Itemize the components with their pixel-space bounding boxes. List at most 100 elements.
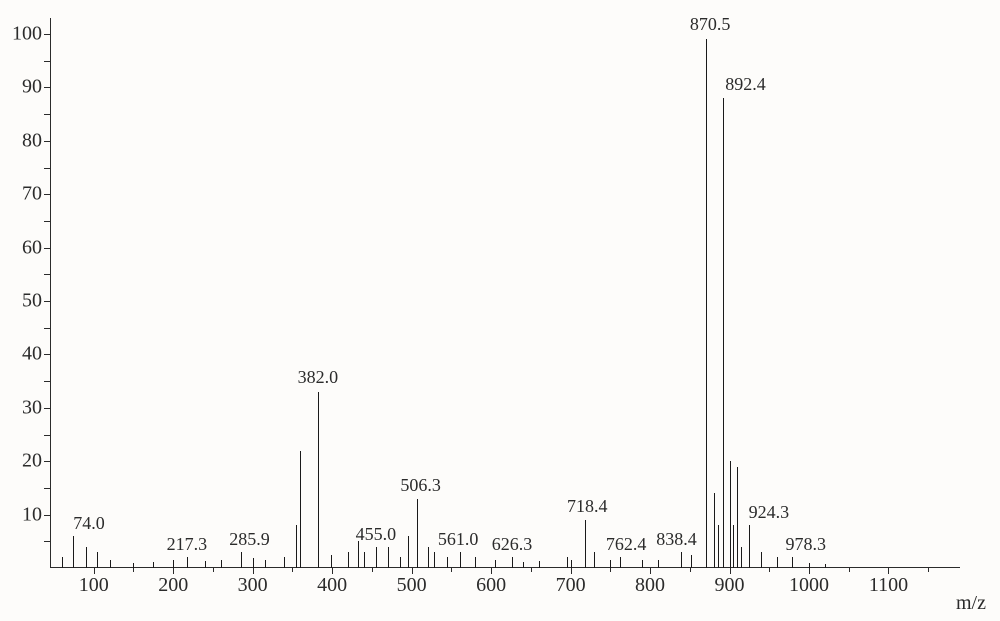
y-tick-label: 10 (22, 503, 50, 526)
peak (718, 525, 719, 568)
peak (741, 547, 742, 568)
peak-label: 978.3 (785, 534, 826, 555)
peak (428, 547, 429, 568)
x-minor-tick (451, 568, 452, 572)
peak-label: 870.5 (690, 14, 731, 35)
peak (523, 562, 524, 568)
peak-label: 718.4 (567, 496, 608, 517)
peak (265, 560, 266, 568)
peak-label: 838.4 (656, 529, 697, 550)
peak-label: 626.3 (492, 534, 533, 555)
peak (749, 525, 750, 568)
peak (153, 562, 154, 568)
peak (539, 561, 540, 568)
peak-label: 74.0 (73, 513, 105, 534)
y-tick-label: 100 (12, 23, 50, 46)
peak (594, 552, 595, 568)
x-tick-label: 100 (79, 568, 109, 597)
y-tick (44, 61, 50, 62)
x-minor-tick (133, 568, 134, 572)
peak (585, 520, 586, 568)
peak (809, 563, 810, 568)
peak-label: 892.4 (725, 74, 766, 95)
peak-label: 217.3 (167, 534, 208, 555)
peak (364, 552, 365, 568)
peak (691, 555, 692, 568)
peak-label: 924.3 (749, 502, 790, 523)
peak (62, 557, 63, 568)
peak (434, 552, 435, 568)
peak (348, 552, 349, 568)
y-tick-label: 30 (22, 396, 50, 419)
x-tick-label: 700 (556, 568, 586, 597)
x-tick-label: 500 (397, 568, 427, 597)
x-minor-tick (372, 568, 373, 572)
peak (723, 98, 724, 568)
peak (733, 525, 734, 568)
peak (730, 461, 731, 568)
y-tick (44, 221, 50, 222)
x-minor-tick (690, 568, 691, 572)
peak (318, 392, 319, 568)
y-tick (44, 274, 50, 275)
peak (300, 451, 301, 568)
spectrum-plot: 1020304050607080901001002003004005006007… (50, 18, 960, 568)
peak (620, 557, 621, 568)
peak (777, 557, 778, 568)
peak (221, 560, 222, 568)
x-minor-tick (928, 568, 929, 572)
peak (792, 557, 793, 568)
x-minor-tick (610, 568, 611, 572)
x-tick-label: 200 (158, 568, 188, 597)
x-tick-label: 300 (238, 568, 268, 597)
peak-label: 561.0 (438, 529, 479, 550)
x-axis-label: m/z (956, 592, 986, 615)
peak (205, 561, 206, 568)
y-tick-label: 60 (22, 236, 50, 259)
peak (825, 564, 826, 568)
peak (284, 557, 285, 568)
x-tick-label: 600 (476, 568, 506, 597)
peak-label: 506.3 (400, 475, 441, 496)
x-tick-label: 800 (635, 568, 665, 597)
peak (571, 560, 572, 568)
y-tick (44, 328, 50, 329)
peak (110, 560, 111, 568)
peak (737, 467, 738, 568)
y-tick-label: 90 (22, 76, 50, 99)
peak (173, 560, 174, 568)
peak (331, 555, 332, 568)
peak (86, 547, 87, 568)
peak (714, 493, 715, 568)
peak (610, 560, 611, 568)
x-tick-label: 900 (715, 568, 745, 597)
peak (133, 563, 134, 568)
y-tick-label: 80 (22, 129, 50, 152)
peak (187, 557, 188, 568)
y-tick-label: 20 (22, 450, 50, 473)
y-tick-label: 70 (22, 183, 50, 206)
peak (376, 547, 377, 568)
peak-label: 762.4 (606, 534, 647, 555)
peak (97, 552, 98, 568)
peak (642, 560, 643, 568)
y-tick (44, 435, 50, 436)
peak (388, 547, 389, 568)
x-minor-tick (213, 568, 214, 572)
peak (253, 558, 254, 568)
peak (447, 557, 448, 568)
peak-label: 382.0 (298, 367, 339, 388)
x-tick-label: 400 (317, 568, 347, 597)
peak (358, 541, 359, 568)
y-tick-label: 40 (22, 343, 50, 366)
x-minor-tick (849, 568, 850, 572)
y-tick (44, 381, 50, 382)
peak (417, 499, 418, 568)
x-tick-label: 1000 (789, 568, 829, 597)
peak (512, 557, 513, 568)
x-tick-label: 1100 (869, 568, 908, 597)
peak (567, 557, 568, 568)
peak (241, 552, 242, 568)
peak (681, 552, 682, 568)
peak (475, 557, 476, 568)
